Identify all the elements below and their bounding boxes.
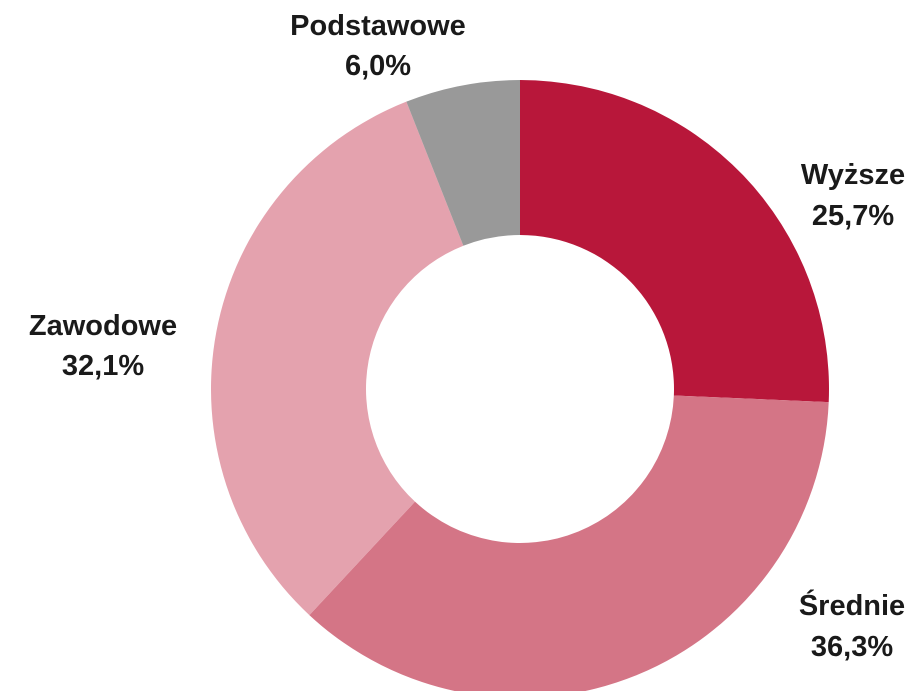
slice-label-srednie: Średnie xyxy=(799,588,905,622)
donut-labels: Wyższe 25,7% Średnie 36,3% Zawodowe 32,1% Pods… xyxy=(29,10,905,663)
slice-podstawowe xyxy=(406,80,520,246)
slice-zawodowe xyxy=(210,101,464,616)
slice-value-label-podstawowe: 6,0% xyxy=(345,50,411,82)
slice-srednie xyxy=(309,395,829,691)
slice-label-podstawowe: Podstawowe xyxy=(290,10,466,42)
slice-value-label-srednie: 36,3% xyxy=(811,631,893,663)
slice-label-zawodowe: Zawodowe xyxy=(29,310,177,342)
donut-slices xyxy=(210,80,830,691)
slice-label-wyzsze: Wyższe xyxy=(801,159,905,191)
slice-value-label-zawodowe: 32,1% xyxy=(62,350,144,382)
slice-value-label-wyzsze: 25,7% xyxy=(812,200,894,232)
slice-wyzsze xyxy=(520,80,830,403)
